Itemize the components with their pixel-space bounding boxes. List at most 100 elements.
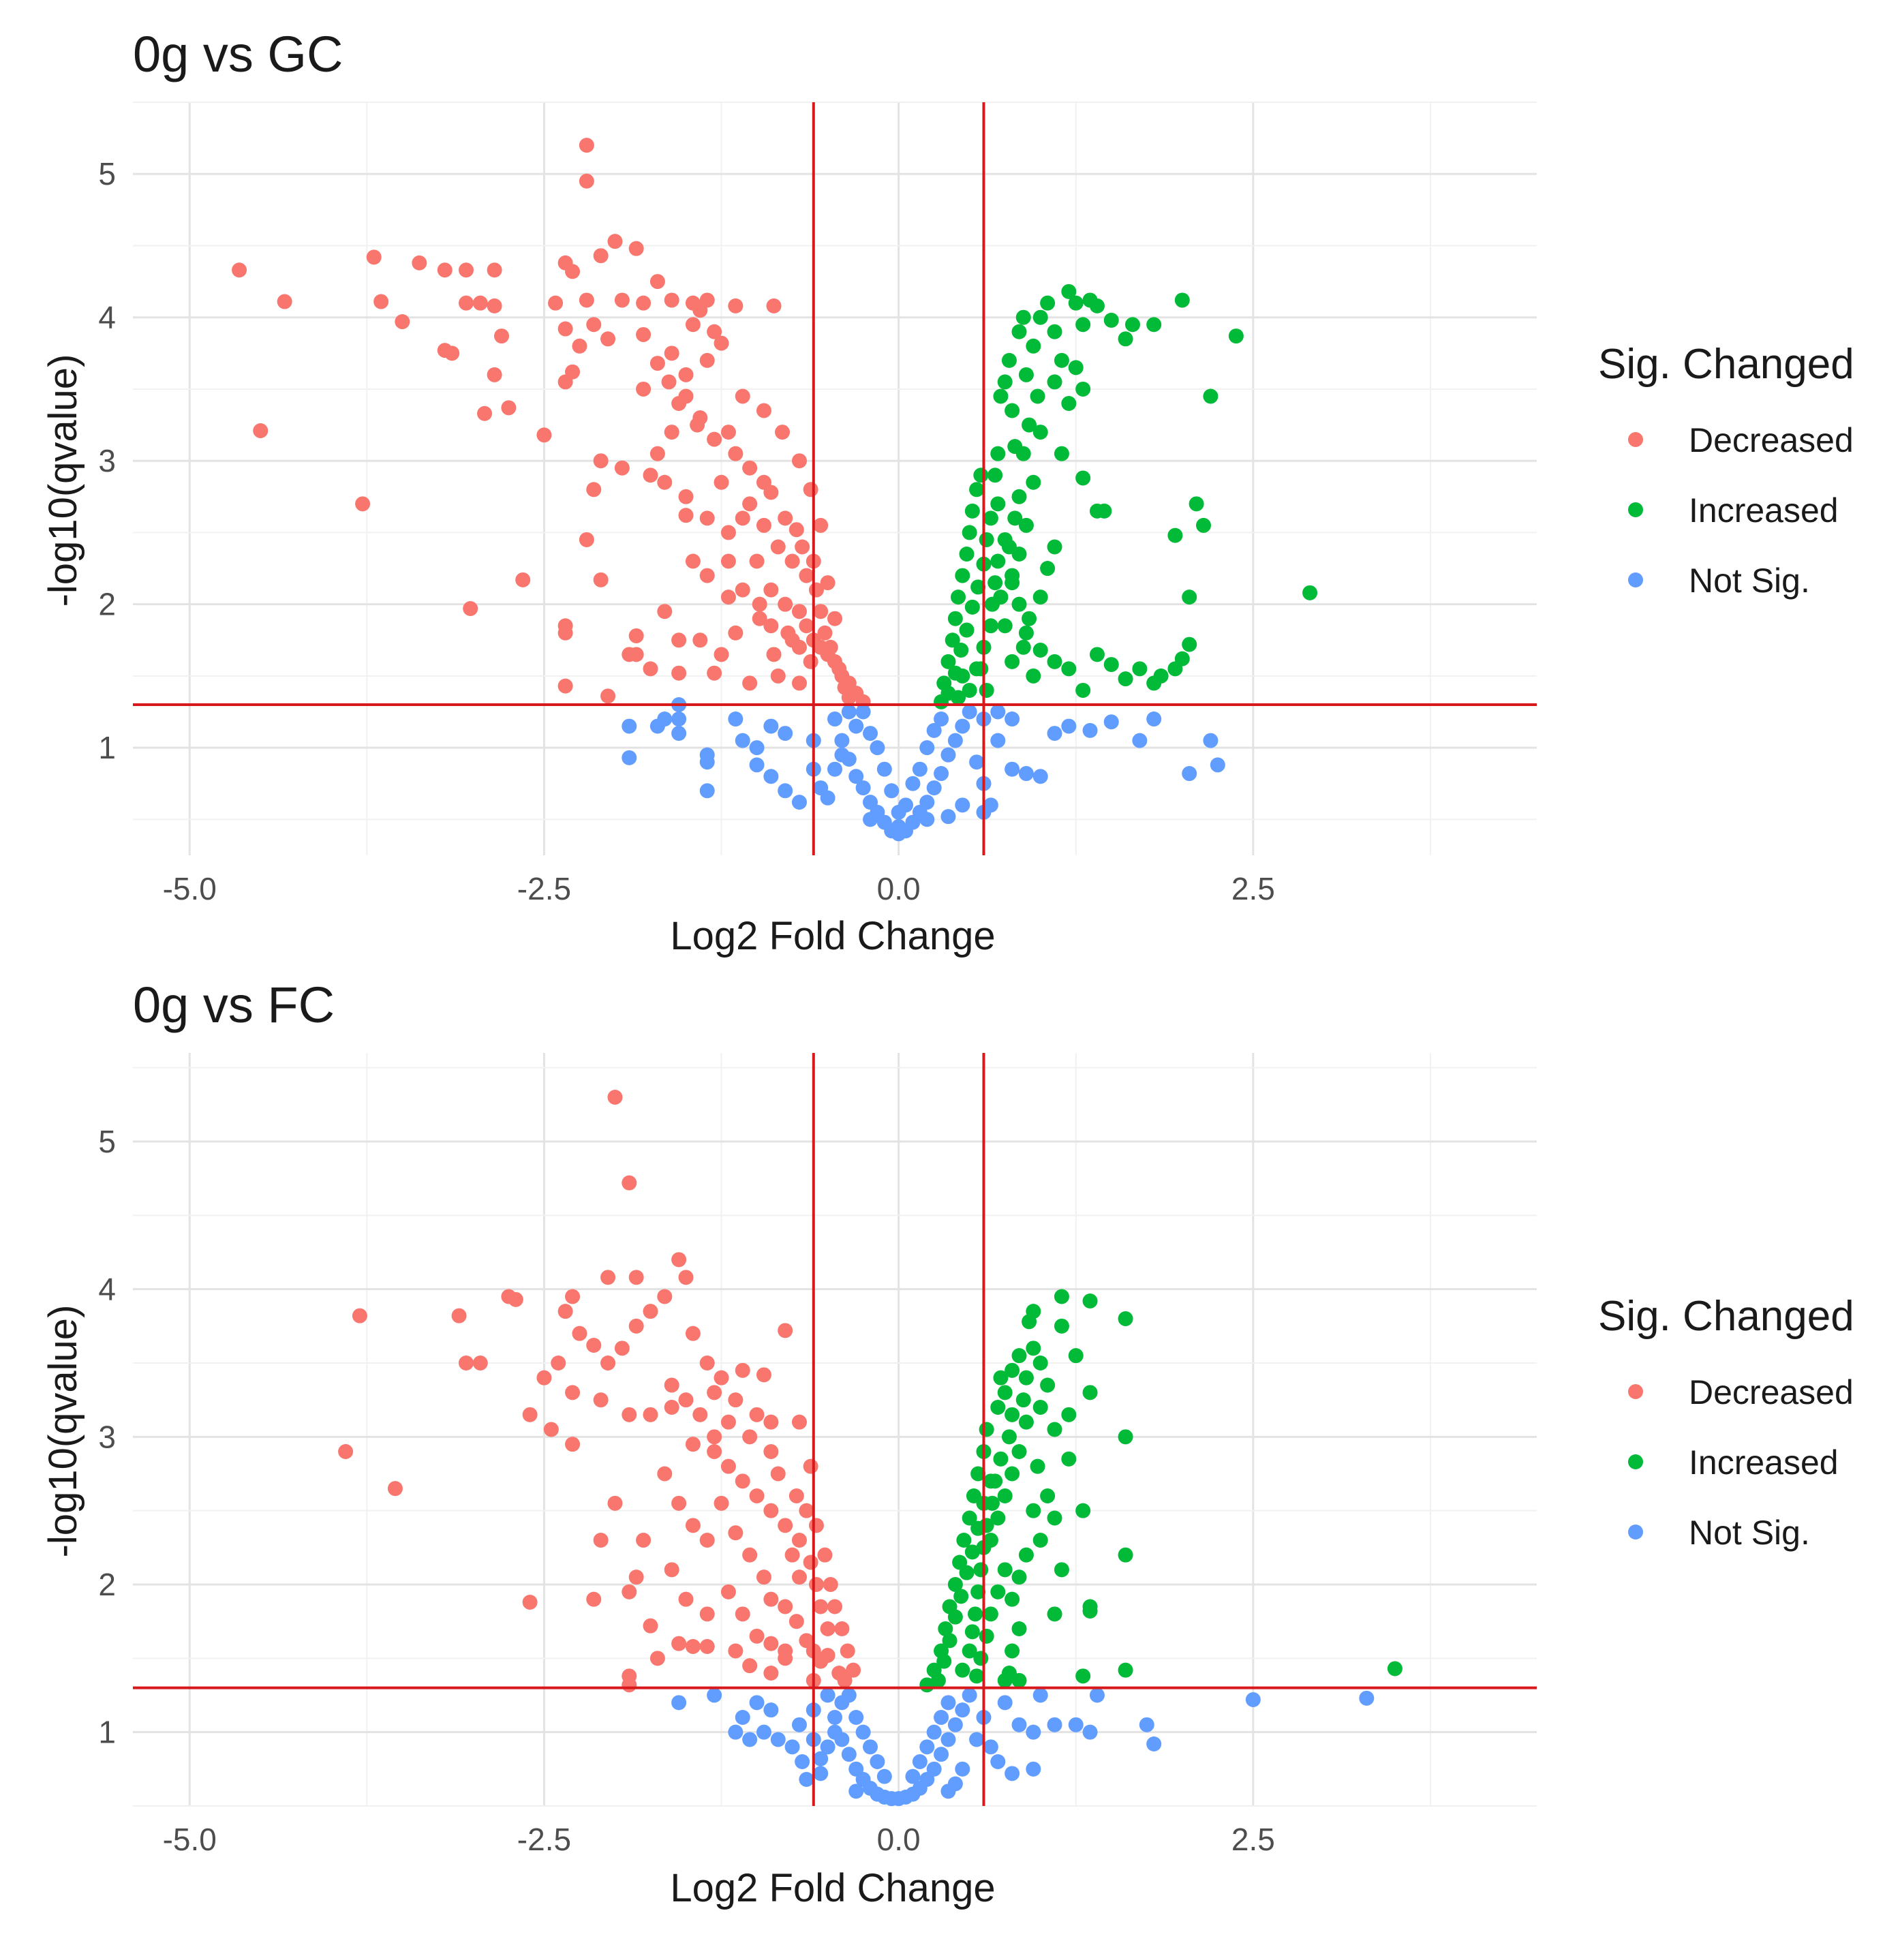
point-increased (1030, 1458, 1045, 1474)
point-increased (990, 1510, 1006, 1526)
point-decreased (338, 1444, 354, 1459)
y-tick-label: 2 (98, 587, 116, 622)
point-decreased (515, 572, 531, 587)
point-not-sig (947, 1717, 963, 1732)
point-decreased (827, 611, 842, 626)
point-not-sig (855, 704, 871, 720)
point-decreased (707, 431, 722, 447)
point-not-sig (870, 1754, 885, 1769)
point-decreased (600, 1356, 616, 1371)
point-not-sig (1210, 757, 1225, 773)
point-decreased (742, 496, 758, 512)
point-not-sig (1068, 1717, 1084, 1732)
point-not-sig (919, 740, 935, 756)
point-increased (1018, 517, 1034, 533)
point-decreased (749, 1407, 765, 1422)
point-increased (1030, 388, 1045, 404)
point-decreased (791, 604, 807, 619)
point-decreased (649, 274, 665, 290)
point-decreased (752, 596, 767, 612)
point-increased (1015, 309, 1031, 325)
legend-key-decreased (1628, 1384, 1643, 1399)
point-increased (1054, 1318, 1069, 1334)
point-not-sig (1061, 718, 1077, 734)
point-decreased (763, 582, 779, 598)
point-decreased (593, 248, 609, 264)
point-not-sig (955, 797, 970, 813)
point-not-sig (728, 1724, 744, 1740)
point-increased (953, 643, 969, 658)
point-increased (1032, 1400, 1048, 1415)
point-not-sig (876, 1768, 892, 1784)
point-increased (990, 553, 1006, 569)
point-increased (1132, 661, 1148, 677)
point-not-sig (855, 1724, 871, 1740)
point-increased (964, 599, 980, 615)
point-increased (1026, 338, 1041, 354)
point-increased (1047, 539, 1062, 555)
point-increased (1040, 1377, 1056, 1393)
point-not-sig (735, 1710, 750, 1725)
point-decreased (444, 346, 460, 361)
point-decreased (827, 654, 842, 669)
point-increased (1068, 1348, 1084, 1364)
point-decreased (799, 618, 814, 634)
point-increased (993, 1451, 1009, 1467)
point-decreased (685, 1639, 701, 1654)
point-decreased (355, 496, 371, 512)
point-increased (964, 503, 980, 519)
y-tick-label: 5 (98, 1124, 116, 1159)
x-axis-title: Log2 Fold Change (670, 1866, 995, 1910)
point-decreased (565, 1437, 581, 1452)
x-tick-label: 0.0 (877, 1822, 921, 1857)
point-increased (1075, 1668, 1091, 1684)
point-decreased (458, 295, 474, 311)
point-increased (1011, 1672, 1027, 1688)
point-not-sig (990, 1754, 1006, 1769)
point-increased (979, 532, 994, 547)
point-decreased (808, 1577, 824, 1592)
point-decreased (803, 1458, 818, 1474)
point-decreased (628, 1569, 644, 1585)
point-increased (959, 547, 975, 562)
point-decreased (572, 338, 587, 354)
point-not-sig (728, 711, 744, 727)
point-increased (1022, 1314, 1037, 1330)
point-decreased (643, 1618, 658, 1634)
point-decreased (692, 303, 708, 318)
point-decreased (808, 582, 824, 598)
point-increased (987, 468, 1003, 483)
point-increased (947, 611, 963, 626)
point-not-sig (926, 780, 942, 796)
point-decreased (803, 654, 818, 669)
legend-title: Sig. Changed (1598, 341, 1854, 388)
legend-label-increased: Increased (1689, 491, 1839, 530)
point-increased (1054, 352, 1069, 368)
point-decreased (707, 665, 722, 681)
y-tick-label: 3 (98, 443, 116, 478)
point-decreased (593, 453, 609, 469)
point-not-sig (1103, 714, 1119, 730)
point-increased (1061, 661, 1077, 677)
volcano-panel-gc: 0g vs GC -5.0 -2.5 0.0 2.5 1 2 3 4 5 Log… (41, 26, 1854, 958)
point-not-sig (969, 754, 985, 770)
point-increased (1011, 1621, 1027, 1636)
point-decreased (714, 1370, 729, 1385)
point-decreased (770, 1466, 786, 1482)
point-decreased (685, 317, 701, 333)
point-decreased (622, 1407, 637, 1422)
point-decreased (735, 1362, 750, 1378)
point-decreased (692, 1407, 708, 1422)
point-decreased (557, 678, 573, 694)
legend-label-decreased: Decreased (1689, 421, 1854, 459)
point-increased (953, 1589, 969, 1604)
point-decreased (749, 1488, 765, 1503)
point-decreased (661, 374, 677, 390)
panel-title: 0g vs FC (133, 977, 335, 1033)
point-increased (1015, 639, 1031, 655)
point-increased (970, 579, 986, 595)
point-increased (962, 682, 977, 698)
point-decreased (817, 1547, 833, 1563)
point-decreased (788, 1614, 804, 1629)
x-tick-label: -2.5 (517, 871, 571, 906)
